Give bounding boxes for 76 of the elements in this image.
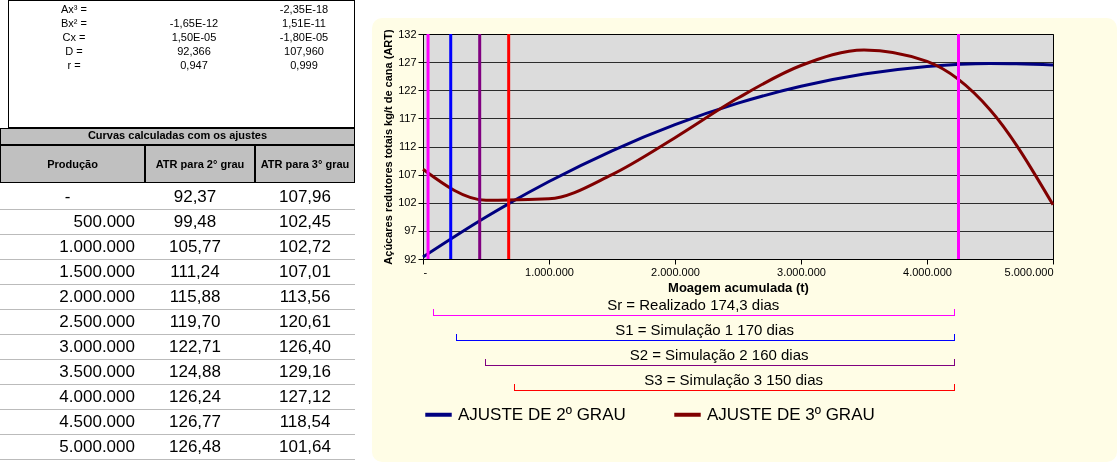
text: -2,35E-18	[278, 3, 330, 15]
y-tick-label: 92	[404, 252, 417, 265]
text: Bx² =	[60, 17, 88, 29]
text: 113,56	[278, 287, 332, 307]
text: 107,01	[278, 262, 332, 282]
x-tick-label: -	[423, 265, 428, 278]
text: 129,16	[278, 362, 332, 382]
text: 120,61	[278, 312, 332, 332]
text: Cx =	[61, 31, 87, 43]
legend-label: AJUSTE DE 3º GRAU	[707, 404, 875, 424]
text: 115,88	[168, 287, 222, 307]
text: 102,45	[278, 212, 332, 232]
text: 101,64	[278, 437, 332, 457]
text: 2.500.000	[58, 312, 135, 332]
y-tick-label: 127	[398, 55, 417, 68]
text: S1 = Simulação 1 170 dias	[614, 321, 796, 338]
text: Sr = Realizado 174,3 dias	[606, 296, 781, 313]
text: 127,12	[278, 387, 332, 407]
text: 1.000.000	[58, 237, 135, 257]
text: 4.500.000	[58, 412, 135, 432]
text: 107,96	[278, 187, 332, 207]
x-tick-label: 2.000.000	[651, 265, 700, 278]
x-tick-label: 1.000.000	[525, 265, 574, 278]
text: 4.000.000	[58, 387, 135, 407]
text: -	[63, 187, 72, 207]
text: 3.500.000	[58, 362, 135, 382]
text: 92,366	[176, 45, 212, 57]
text: 126,48	[168, 437, 222, 457]
text: S2 = Simulação 2 160 dias	[628, 346, 810, 363]
line-series	[421, 61, 1055, 259]
x-tick-label: 5.000.000	[1004, 265, 1054, 278]
text: 102,72	[278, 237, 332, 257]
text: 3.000.000	[58, 337, 135, 357]
text: 5.000.000	[58, 437, 135, 457]
text: -1,65E-12	[168, 17, 220, 29]
text: D =	[64, 45, 84, 57]
text: Ax³ =	[60, 3, 88, 15]
text: S3 = Simulação 3 150 dias	[643, 371, 824, 388]
text: 0,947	[179, 59, 209, 71]
text: 1.500.000	[58, 262, 135, 282]
line-series	[421, 48, 1055, 207]
x-tick-label: 4.000.000	[903, 265, 952, 278]
y-tick-label: 112	[398, 140, 417, 152]
text: 0,999	[289, 59, 319, 71]
y-tick-label: 132	[398, 27, 417, 40]
text: 122,71	[168, 337, 222, 357]
x-tick-label: 3.000.000	[777, 265, 826, 278]
text: 111,24	[169, 262, 221, 282]
text: 92,37	[172, 187, 218, 207]
text: -1,80E-05	[278, 31, 330, 43]
text: 119,70	[168, 312, 222, 332]
text: 124,88	[168, 362, 222, 382]
text: r =	[66, 59, 82, 71]
text: 126,40	[278, 337, 332, 357]
text: 126,24	[168, 387, 222, 407]
x-axis-title: Moagem acumulada (t)	[668, 279, 809, 295]
text: 118,54	[278, 412, 332, 432]
y-tick-label: 97	[404, 224, 417, 237]
text: 126,77	[168, 412, 222, 432]
y-tick-label: 102	[398, 196, 417, 209]
text: ATR para 2° grau	[145, 145, 255, 183]
text: 1,51E-11	[281, 17, 327, 29]
text: 1,50E-05	[170, 31, 218, 43]
text: 105,77	[168, 237, 222, 257]
y-axis-title: Açúcares redutores totais kg/t de cana (ART)	[382, 29, 395, 265]
text: 2.000.000	[58, 287, 135, 307]
y-tick-label: 122	[398, 83, 417, 96]
text: 107,960	[283, 45, 325, 57]
y-tick-label: 117	[398, 111, 417, 124]
text: ATR para 3° grau	[255, 145, 355, 183]
y-tick-label: 107	[398, 168, 417, 181]
text: 99,48	[172, 212, 218, 232]
legend-label: AJUSTE DE 2º GRAU	[458, 404, 626, 424]
text: Produção	[0, 145, 145, 183]
text: 500.000	[72, 212, 135, 232]
text: Curvas calculadas com os ajustes	[0, 128, 355, 145]
